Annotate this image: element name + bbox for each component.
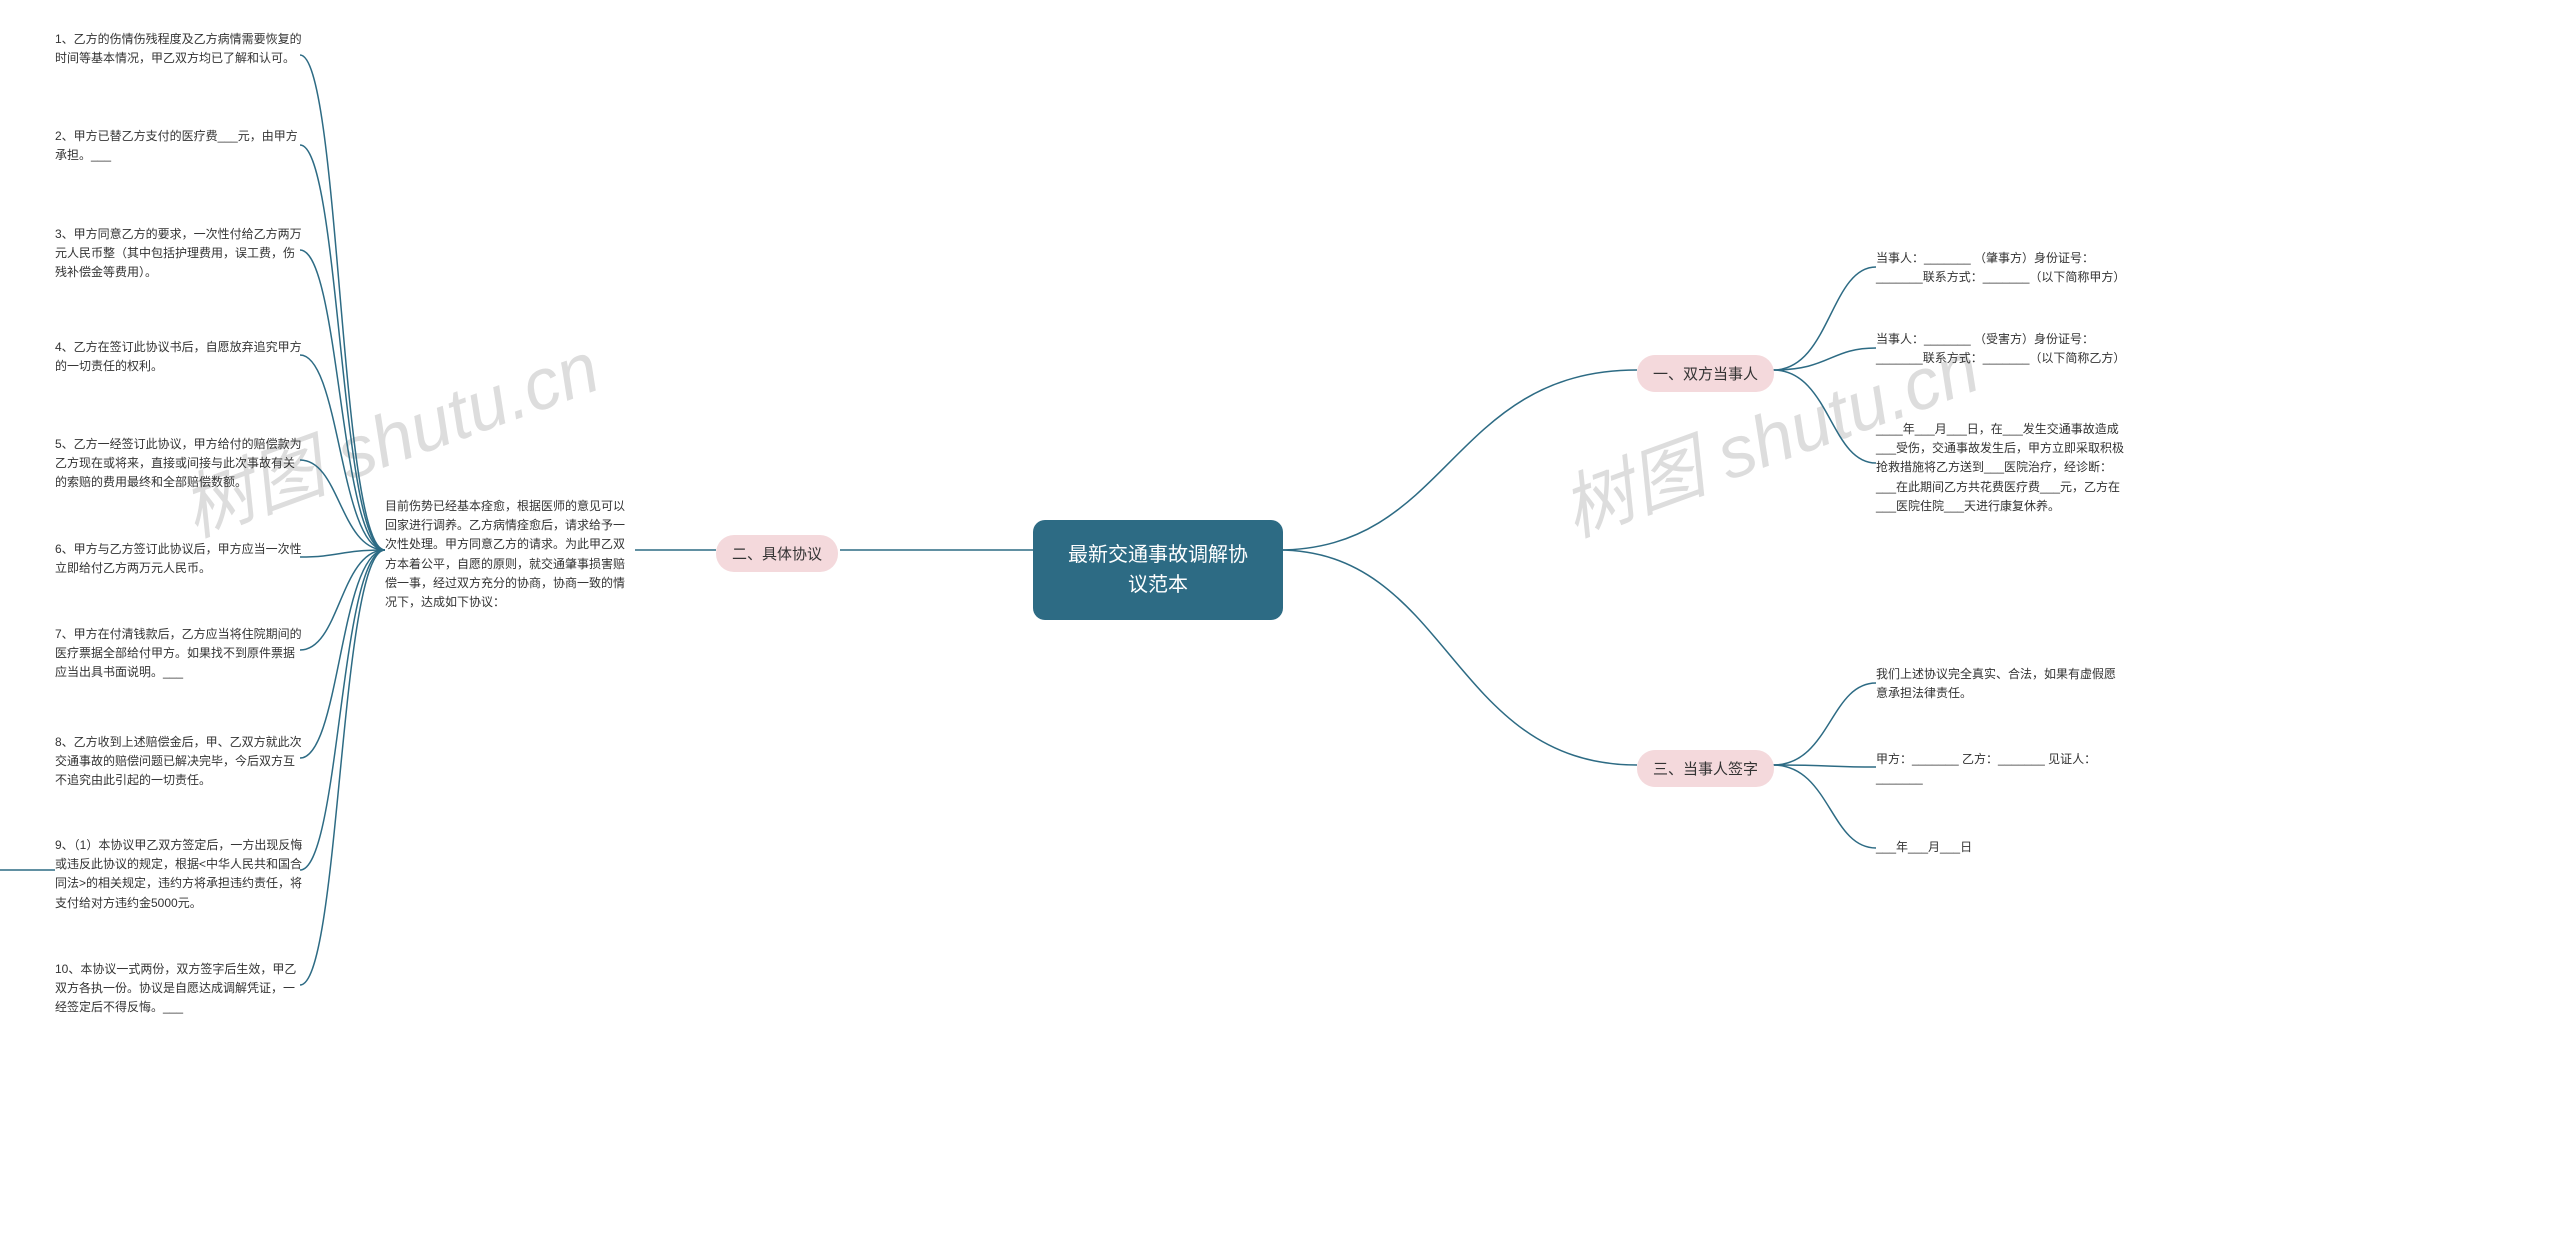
connector-svg: [0, 0, 2560, 1238]
branch-2-item-7: 8、乙方收到上述赔偿金后，甲、乙双方就此次交通事故的赔偿问题已解决完毕，今后双方…: [55, 733, 305, 791]
branch-2: 二、具体协议: [716, 535, 838, 572]
branch-1-leaf-2: ____年___月___日，在___发生交通事故造成___受伤，交通事故发生后，…: [1876, 420, 2126, 516]
branch-2-item-6: 7、甲方在付清钱款后，乙方应当将住院期间的医疗票据全部给付甲方。如果找不到原件票…: [55, 625, 305, 683]
branch-2-item-8: 9、（1）本协议甲乙双方签定后，一方出现反悔或违反此协议的规定，根据<中华人民共…: [55, 836, 305, 913]
branch-3-leaf-0: 我们上述协议完全真实、合法，如果有虚假愿意承担法律责任。: [1876, 665, 2126, 703]
branch-1: 一、双方当事人: [1637, 355, 1774, 392]
branch-2-item-1: 2、甲方已替乙方支付的医疗费___元，由甲方承担。___: [55, 127, 305, 165]
branch-2-item-2: 3、甲方同意乙方的要求，一次性付给乙方两万元人民币整（其中包括护理费用，误工费，…: [55, 225, 305, 283]
branch-3-leaf-1: 甲方：_______ 乙方：_______ 见证人：_______: [1876, 750, 2126, 788]
branch-3: 三、当事人签字: [1637, 750, 1774, 787]
branch-1-leaf-0: 当事人：_______ （肇事方）身份证号：_______联系方式：______…: [1876, 249, 2126, 287]
branch-2-item-4: 5、乙方一经签订此协议，甲方给付的赔偿款为乙方现在或将来，直接或间接与此次事故有…: [55, 435, 305, 493]
branch-2-item-5: 6、甲方与乙方签订此协议后，甲方应当一次性立即给付乙方两万元人民币。: [55, 540, 305, 578]
root-node: 最新交通事故调解协议范本: [1033, 520, 1283, 620]
branch-1-leaf-1: 当事人：_______ （受害方）身份证号：_______联系方式：______…: [1876, 330, 2126, 368]
branch-2-item-9: 10、本协议一式两份，双方签字后生效，甲乙双方各执一份。协议是自愿达成调解凭证，…: [55, 960, 305, 1018]
branch-3-leaf-2: ___年___月___日: [1876, 838, 2126, 857]
branch-2-item-3: 4、乙方在签订此协议书后，自愿放弃追究甲方的一切责任的权利。: [55, 338, 305, 376]
branch-2-intro: 目前伤势已经基本痊愈，根据医师的意见可以回家进行调养。乙方病情痊愈后，请求给予一…: [385, 497, 635, 612]
branch-2-item-0: 1、乙方的伤情伤残程度及乙方病情需要恢复的时间等基本情况，甲乙双方均已了解和认可…: [55, 30, 305, 68]
